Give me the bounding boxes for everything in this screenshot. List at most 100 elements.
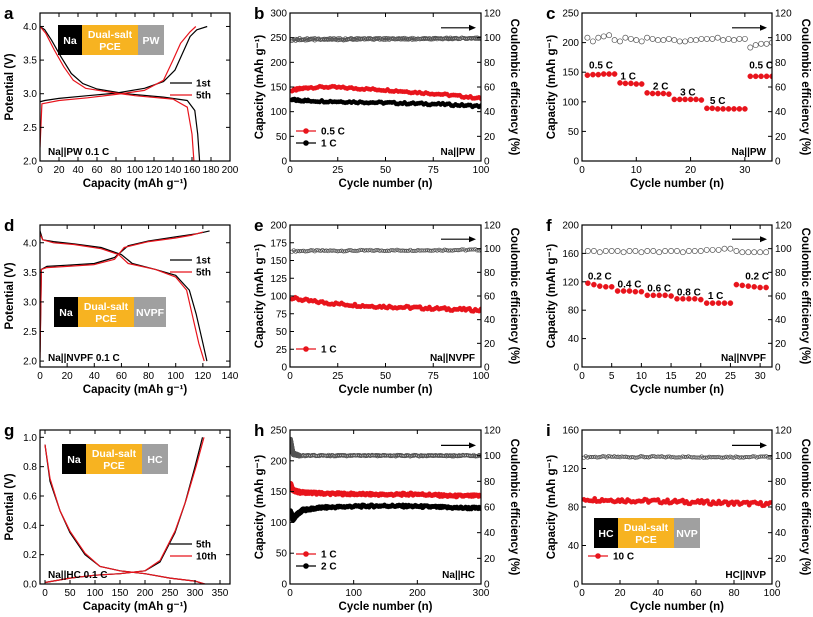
ce-point [319,452,324,458]
x-tick-label: 200 [222,165,239,176]
panel-c: c 0 10 20 30 0 50 100 150 200 250 0 20 40 60 80 100 120 Cy… [546,4,811,190]
ce-point [431,36,436,41]
ce-point [589,38,596,45]
y2-tick-label: 0 [484,157,490,168]
ce-point [682,38,689,45]
ce-point [398,248,403,253]
ce-point [349,248,354,253]
ce-point [431,248,436,253]
plot-frame [39,429,231,585]
ce-point [703,455,708,460]
capacity-point [622,80,629,87]
panel-a: a 0 20 40 60 80 100 120 140 160 180 200 2.0 2.5 3.0 3.5… [4,4,239,190]
y-tick-label: 0 [281,157,287,168]
ce-point [343,249,348,254]
ce-point [701,455,706,460]
inset-anode-label: Na [67,454,81,466]
ce-point [356,248,361,253]
panel-letter: c [546,4,555,23]
ce-point [329,36,335,41]
ce-point [665,454,670,459]
y-axis-label: Capacity (mAh g⁻¹) [254,35,266,140]
inset-electrolyte-line: Dual-salt [84,301,129,313]
y-tick-label: 200 [562,38,579,49]
ce-point [638,38,645,45]
legend-label: 5th [196,540,211,551]
ce-point [662,248,669,254]
x-tick-label: 30 [739,165,751,176]
x-axis-label: Capacity (mAh g⁻¹) [83,601,188,613]
ce-point [314,248,319,253]
ce-point [404,453,409,458]
ce-point [435,35,440,41]
ce-point [469,247,474,252]
ce-point [419,248,424,253]
y2-tick-label: 80 [484,268,496,279]
ce-point [654,454,659,460]
ce-point [384,453,389,458]
cell-annotation: Na||PW 0.1 C [48,147,109,158]
y-tick-label: 150 [270,256,287,267]
legend-marker [303,563,309,569]
ce-point [733,248,740,254]
ce-point [687,37,694,44]
ce-point [352,248,357,253]
ce-point [412,248,417,253]
x-tick-label: 100 [473,371,490,382]
legend-label: 1 C [321,345,337,356]
x-tick-label: 50 [380,165,392,176]
ce-point [661,454,666,460]
ce-point [461,35,466,41]
rate-label: 3 C [680,87,696,98]
ce-point [396,36,401,41]
inset-electrolyte-label: Dual-salt PCE [88,29,133,53]
rate-label: 0.2 C [745,272,769,283]
x-tick-label: 100 [473,165,490,176]
ce-point [728,454,733,459]
y-tick-label: 50 [568,127,580,138]
legend-label: 5th [196,268,211,279]
ce-point [587,454,592,459]
capacity-point [709,300,716,306]
ce-point [366,36,371,41]
x-tick-label: 0 [287,588,293,599]
y-tick-label: 3.5 [23,268,37,279]
ce-point [299,37,304,42]
capacity-point [709,105,716,112]
legend-marker [303,346,309,352]
ce-point [622,34,629,41]
cell-annotation: Na||PW [441,147,476,158]
ce-point [404,248,409,253]
capacity-point [606,71,612,77]
ce-point [366,248,371,253]
capacity-point [752,73,759,80]
panel-i: i0 20 40 60 80 10004080120160020406080100120C… [546,421,811,613]
y2-tick-label: 80 [484,58,496,69]
series-5th-discharge [40,26,195,161]
panel-letter: e [254,216,263,235]
ce-point [389,36,394,41]
ce-point [297,249,302,254]
ce-point [718,455,723,460]
y-tick-label: 100 [270,292,287,303]
x-tick-label: 25 [725,371,737,382]
ce-point [406,36,411,41]
panel-letter: f [546,216,552,235]
ce-point [295,248,300,253]
y2-axis-label: Coulombic efficiency (%) [508,228,520,365]
inset-anode-block [62,444,86,474]
ce-point [359,453,364,458]
capacity-point [638,288,645,295]
capacity-point [751,283,758,290]
ce-point [693,37,699,44]
ce-point [337,248,342,254]
y-tick-label: 2.5 [23,123,37,134]
ce-point [747,44,754,51]
capacity-point [614,288,621,294]
capacity-point [704,105,710,112]
ce-point [606,32,613,39]
rate-label: 5 C [710,96,726,107]
ce-point [636,455,642,460]
ce-point [345,36,350,42]
y2-tick-label: 20 [484,554,496,565]
